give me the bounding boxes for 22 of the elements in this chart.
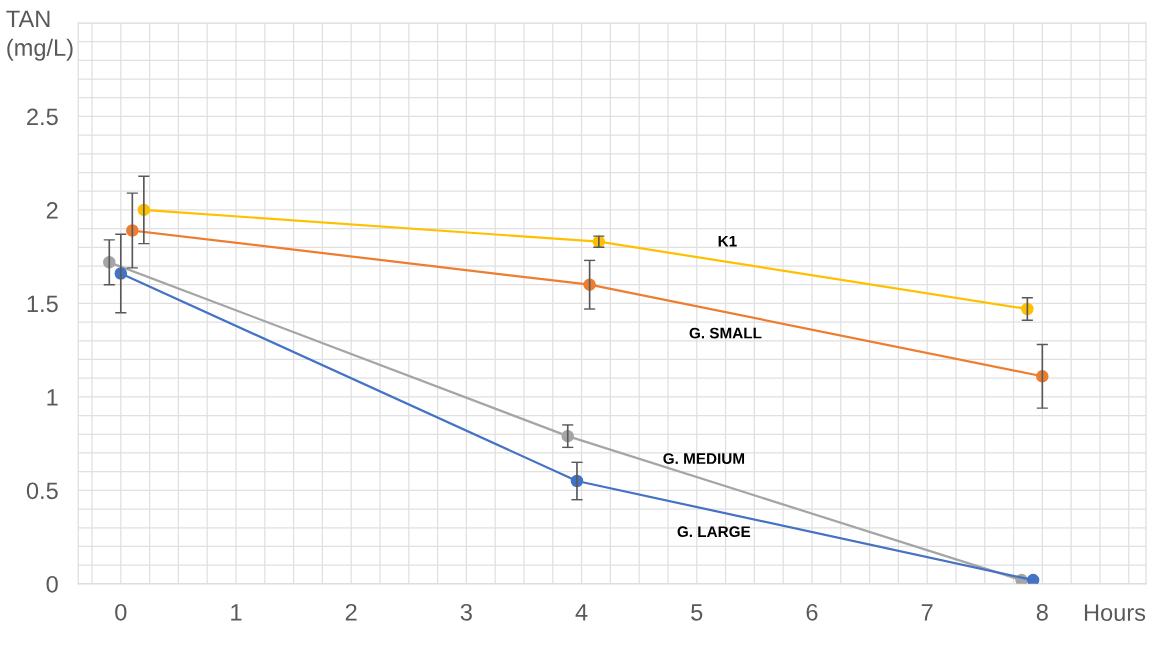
- x-axis-title: Hours: [1084, 604, 1146, 622]
- x-tick-label: 1: [231, 604, 242, 621]
- y-tick-label: 2.5: [27, 108, 58, 126]
- x-tick-label: 0: [115, 603, 127, 621]
- series-label: G. LARGE: [677, 526, 751, 538]
- y-axis-title: TAN (mg/L): [6, 10, 73, 61]
- x-tick-label: 2: [345, 603, 357, 621]
- series-label: G. MEDIUM: [663, 453, 745, 464]
- x-tick-label: 3: [460, 603, 472, 621]
- x-tick-label: 5: [691, 604, 703, 621]
- x-tick-label: 8: [1036, 603, 1048, 621]
- x-tick-label: 7: [921, 604, 933, 621]
- y-tick-label: 1: [47, 389, 58, 406]
- y-tick-label: 0.5: [26, 482, 58, 500]
- series-label: K1: [718, 235, 737, 247]
- y-tick-label: 2: [46, 201, 58, 219]
- x-tick-label: 6: [806, 603, 818, 621]
- y-tick-label: 1.5: [27, 295, 58, 313]
- y-tick-label: 0: [46, 575, 58, 593]
- point: [1026, 573, 1040, 584]
- x-tick-label: 4: [575, 604, 588, 621]
- series-label: G. SMALL: [689, 327, 762, 339]
